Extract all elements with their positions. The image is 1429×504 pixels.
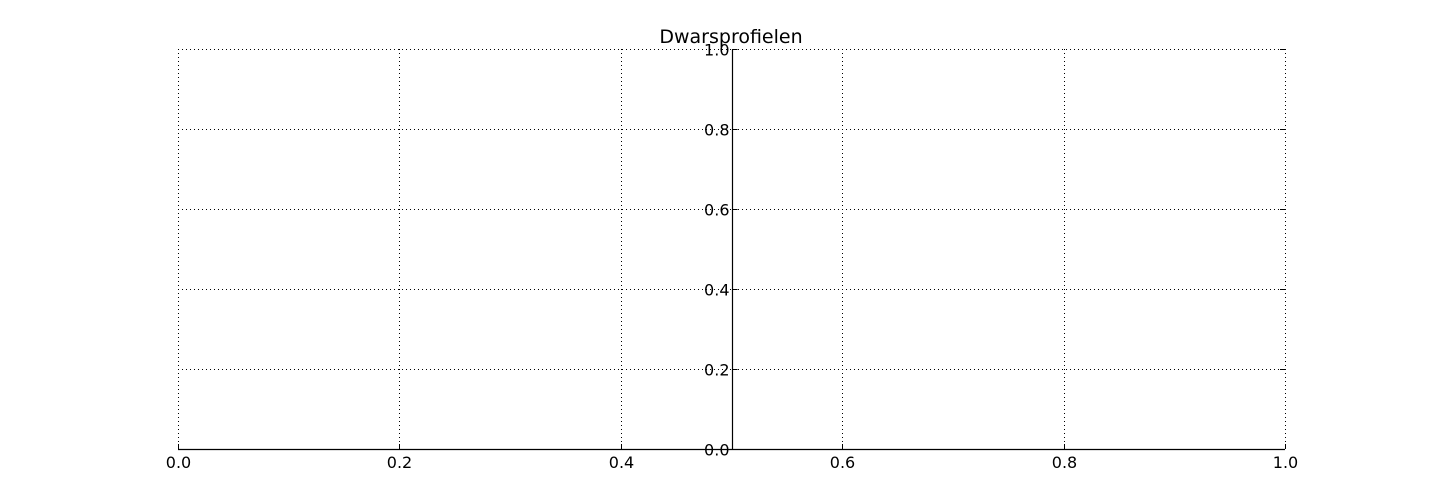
x-tick-label: 0.4 [609,453,634,472]
x-tick-label: 0.2 [387,453,412,472]
y-tick-label: 0.8 [704,121,729,140]
y-tick-label: 0.4 [704,281,729,300]
y-tick-label: 0.2 [704,361,729,380]
grid [178,49,1286,450]
y-tick-label: 0.6 [704,201,729,220]
chart-title: Dwarsprofielen [659,26,802,48]
x-axis-ticks: 0.0 0.2 0.4 0.6 0.8 1.0 [166,444,1298,472]
y-axis-ticks: 0.0 0.2 0.4 0.6 0.8 1.0 [704,41,1285,460]
y-tick-label: 0.0 [704,441,729,460]
x-tick-label: 1.0 [1273,453,1298,472]
x-tick-label: 0.0 [166,453,191,472]
x-tick-label: 0.6 [830,453,855,472]
y-tick-label: 1.0 [704,41,729,60]
axes [178,49,1285,451]
x-tick-label: 0.8 [1052,453,1077,472]
